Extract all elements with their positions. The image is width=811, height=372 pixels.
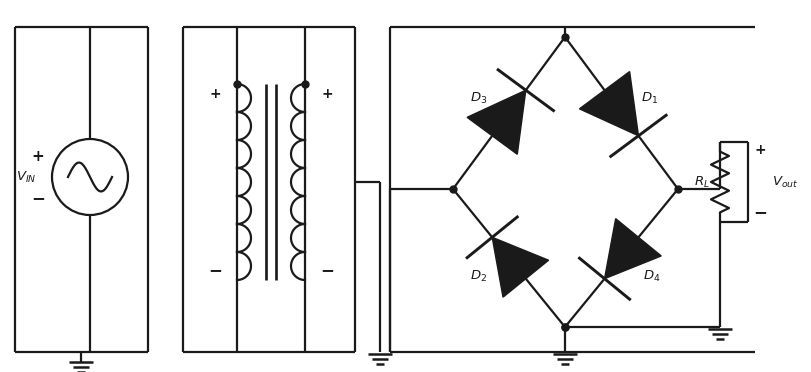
Text: $D_1$: $D_1$ <box>640 90 657 106</box>
Text: −: − <box>320 261 333 279</box>
Text: +: + <box>209 87 221 101</box>
Text: $D_4$: $D_4$ <box>642 269 659 283</box>
Polygon shape <box>604 219 660 279</box>
Text: $V_{IN}$: $V_{IN}$ <box>15 170 36 185</box>
Text: $V_{out}$: $V_{out}$ <box>771 174 797 190</box>
Text: +: + <box>32 148 45 164</box>
Text: $D_2$: $D_2$ <box>470 269 487 283</box>
Text: −: − <box>752 203 766 221</box>
Polygon shape <box>466 90 526 154</box>
Text: +: + <box>753 143 765 157</box>
Polygon shape <box>579 71 637 136</box>
Text: −: − <box>208 261 221 279</box>
Text: −: − <box>31 189 45 207</box>
Text: +: + <box>321 87 333 101</box>
Text: $D_3$: $D_3$ <box>470 90 487 106</box>
Polygon shape <box>491 237 548 297</box>
Text: $R_L$: $R_L$ <box>693 174 709 190</box>
